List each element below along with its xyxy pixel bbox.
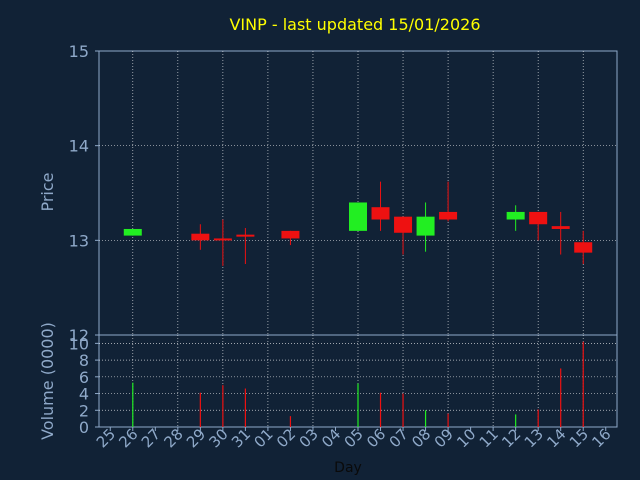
volume-tick-label: 4 xyxy=(79,385,89,404)
candle-body xyxy=(416,216,435,236)
chart-title: VINP - last updated 15/01/2026 xyxy=(229,15,480,34)
candle-body xyxy=(394,216,413,233)
volume-axis-label: Volume (0000) xyxy=(38,322,57,440)
candle-body xyxy=(439,211,458,220)
candle-body xyxy=(371,207,390,220)
volume-tick-label: 0 xyxy=(79,418,89,437)
price-axis-label: Price xyxy=(38,172,57,211)
candle-body xyxy=(574,242,593,253)
volume-tick-label: 8 xyxy=(79,351,89,370)
price-tick-label: 12 xyxy=(69,326,89,345)
candle-body xyxy=(281,230,300,239)
price-tick-label: 14 xyxy=(69,137,89,156)
candle-body xyxy=(236,234,255,237)
day-axis-label: Day xyxy=(334,460,362,476)
price-tick-label: 13 xyxy=(69,231,89,250)
candle-body xyxy=(123,228,142,236)
price-panel: 12 13 14 15 xyxy=(69,42,618,345)
volume-tick-label: 6 xyxy=(79,368,89,387)
x-tick-labels: 2526272829303101020304050607080910111213… xyxy=(93,425,615,451)
candle-body xyxy=(506,211,525,220)
candle-body xyxy=(551,226,570,229)
candle-body xyxy=(529,211,548,225)
volume-tick-label: 10 xyxy=(69,334,89,353)
volume-tick-label: 2 xyxy=(79,401,89,420)
candle-body xyxy=(191,233,210,241)
x-tick-label: 16 xyxy=(588,425,614,451)
candle-body xyxy=(213,238,232,241)
candle-body xyxy=(349,202,367,231)
price-tick-label: 15 xyxy=(69,42,89,61)
